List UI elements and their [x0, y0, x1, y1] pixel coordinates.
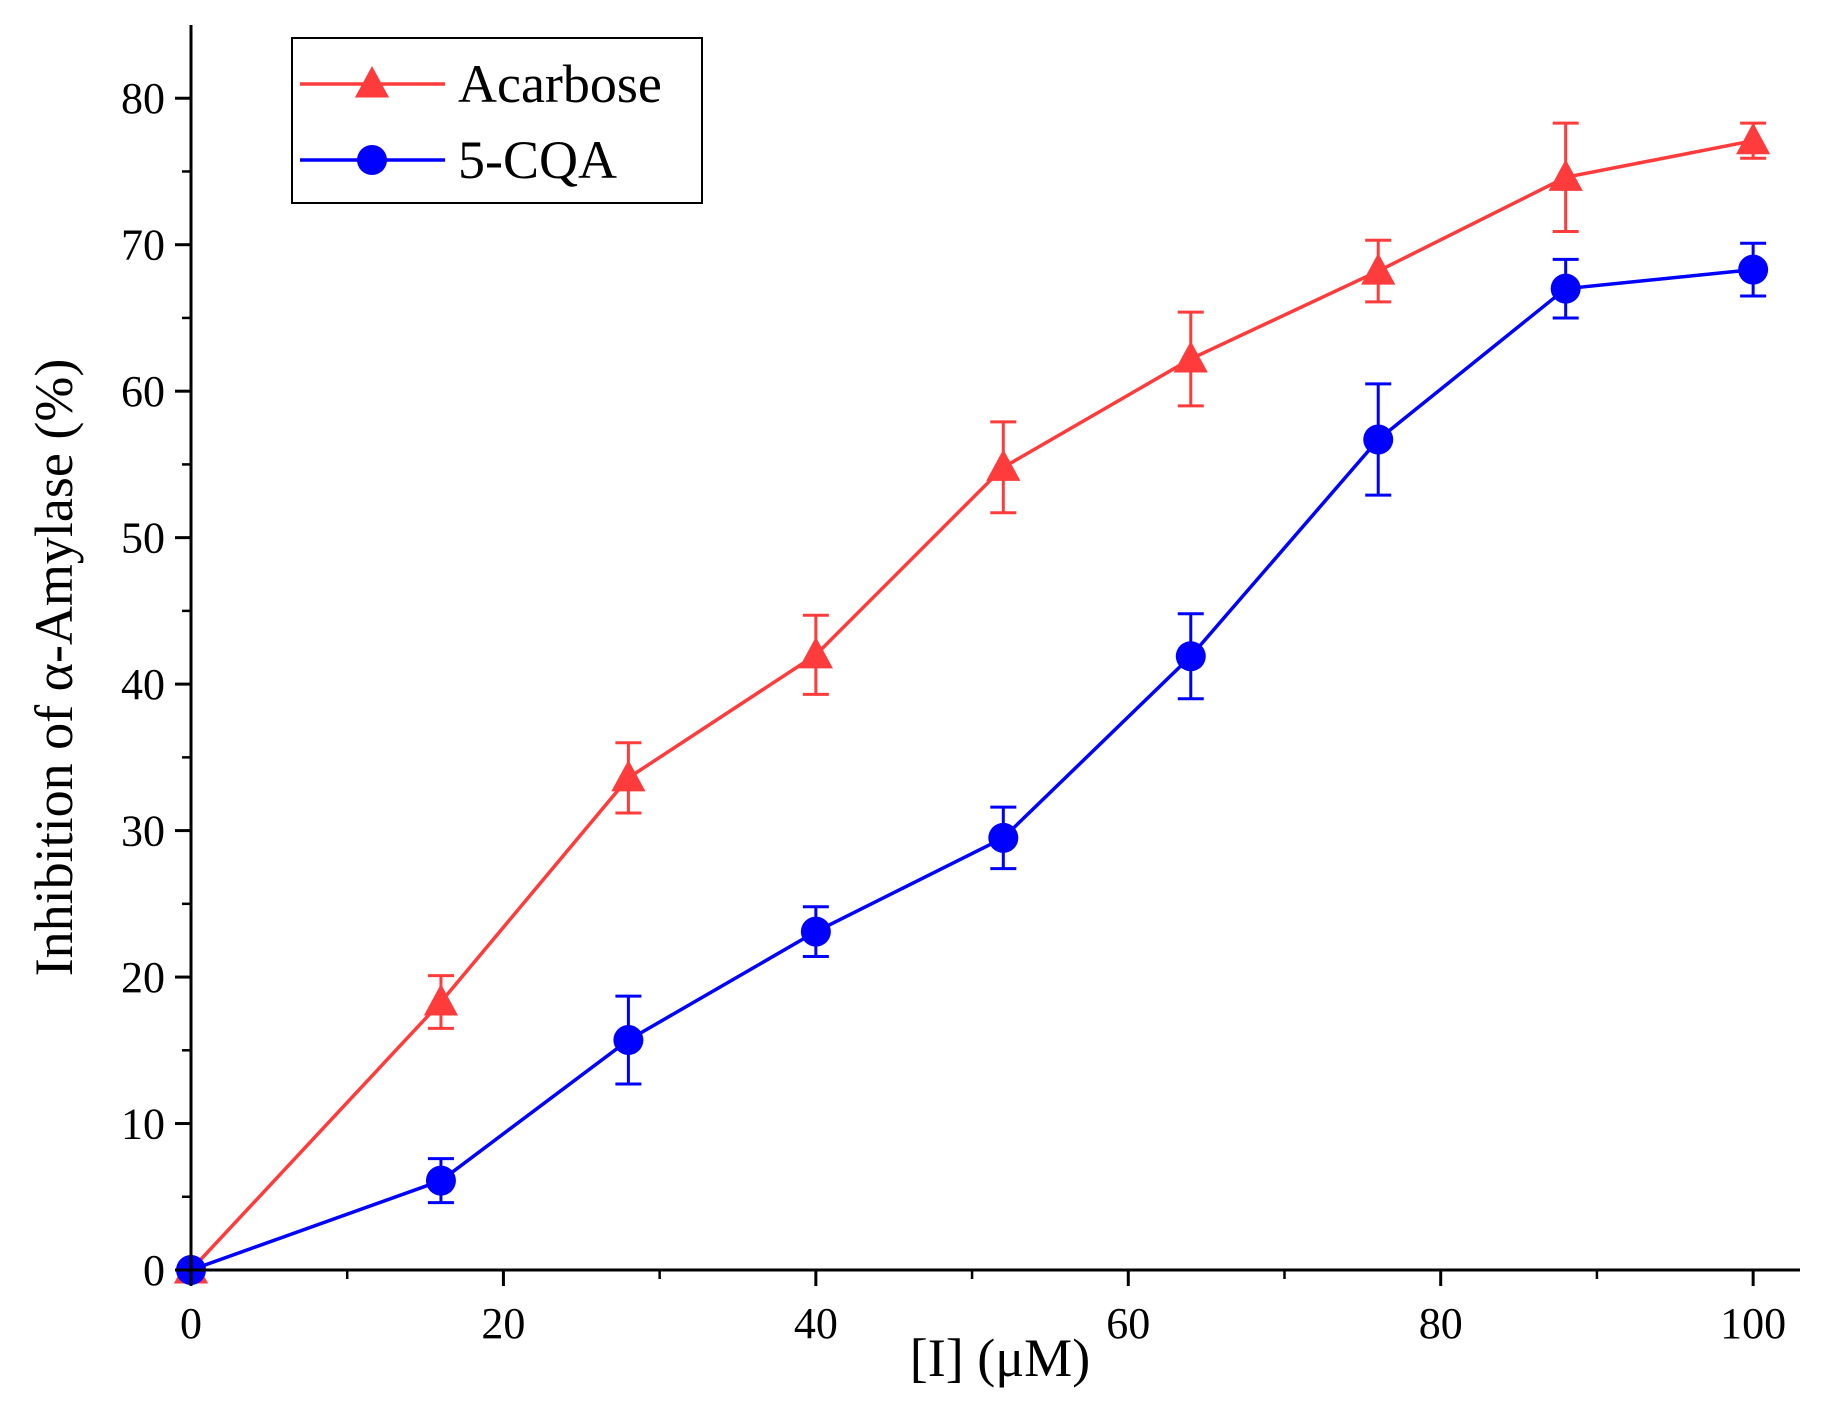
data-point-acarbose	[1736, 122, 1771, 155]
plot-area	[173, 121, 1771, 1285]
data-point-acarbose	[986, 449, 1021, 481]
x-tick-label: 80	[1419, 1299, 1463, 1348]
data-point-acarbose	[1173, 340, 1208, 373]
data-point-5-cqa	[425, 1165, 456, 1196]
data-point-5-cqa	[1550, 273, 1581, 304]
y-tick-label: 60	[121, 367, 165, 416]
data-point-5-cqa	[1175, 641, 1206, 672]
y-tick-label: 10	[121, 1100, 165, 1149]
y-tick-label: 40	[121, 660, 165, 709]
y-axis-title: Inhibition of α-Amylase (%)	[24, 359, 84, 977]
series-line-acarbose	[189, 138, 1754, 1272]
legend: Acarbose 5-CQA	[291, 37, 703, 204]
x-tick-label: 100	[1720, 1299, 1786, 1348]
y-tick-label: 70	[121, 221, 165, 270]
data-point-5-cqa	[613, 1025, 644, 1056]
x-tick-label: 20	[481, 1299, 525, 1348]
legend-label-5cqa: 5-CQA	[458, 130, 617, 190]
data-point-5-cqa	[1738, 254, 1769, 285]
y-tick-label: 80	[121, 74, 165, 123]
data-point-5-cqa	[1363, 424, 1394, 455]
data-point-5-cqa	[988, 822, 1019, 853]
data-point-acarbose	[1361, 253, 1396, 285]
tick-labels: 0 20 40 60 80 100 0 10 20 30 40 50 60 70 80	[121, 74, 1786, 1348]
series-acarbose	[173, 121, 1771, 1284]
data-point-acarbose	[798, 636, 833, 669]
y-tick-label: 20	[121, 953, 165, 1002]
legend-circle-icon	[357, 145, 387, 175]
y-tick-label: 30	[121, 807, 165, 856]
legend-label-acarbose: Acarbose	[458, 54, 662, 114]
x-tick-label: 40	[794, 1299, 838, 1348]
y-tick-label: 50	[121, 514, 165, 563]
x-tick-label: 0	[180, 1299, 202, 1348]
series-line-5-cqa	[190, 267, 1754, 1272]
legend-box	[291, 37, 703, 204]
series-5-cqa	[176, 241, 1769, 1285]
axes	[175, 25, 1800, 1286]
y-tick-label: 0	[143, 1246, 165, 1295]
data-point-acarbose	[423, 983, 459, 1016]
legend-triangle-icon	[354, 66, 390, 98]
x-axis-title: [I] (μM)	[910, 1328, 1090, 1388]
data-point-acarbose	[611, 759, 646, 792]
x-tick-label: 60	[1106, 1299, 1150, 1348]
data-point-5-cqa	[800, 916, 831, 947]
data-point-acarbose	[1548, 159, 1583, 191]
